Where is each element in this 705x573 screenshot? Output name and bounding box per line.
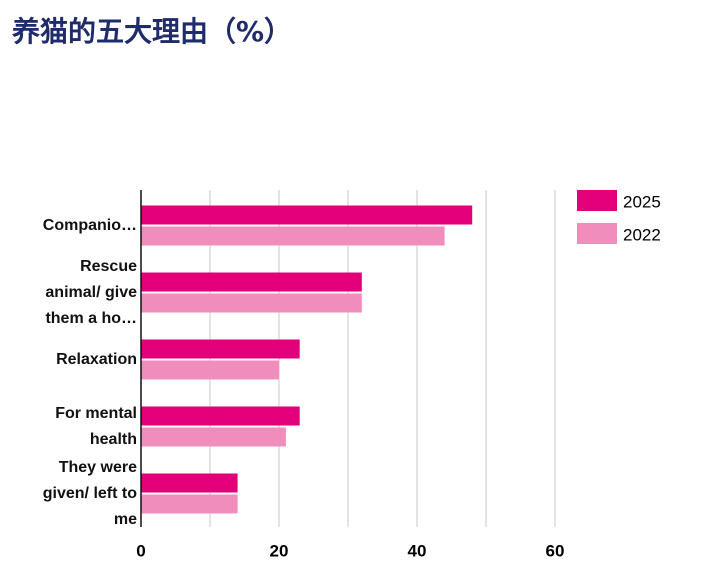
- bar: [141, 226, 445, 246]
- y-tick-label: Companio…: [42, 216, 137, 234]
- y-tick-label: Relaxation: [56, 350, 137, 368]
- legend-label: 2025: [623, 192, 661, 211]
- y-tick-label: They were given/ left to me: [42, 458, 137, 528]
- bar: [141, 205, 473, 225]
- x-tick-label: 0: [136, 541, 145, 560]
- x-tick-label: 20: [270, 541, 289, 560]
- x-tick-label: 60: [546, 541, 565, 560]
- y-tick-label: For mental health: [55, 404, 137, 448]
- bar: [141, 473, 238, 493]
- legend-swatch: [577, 223, 617, 244]
- legend-label: 2022: [623, 225, 661, 244]
- bar: [141, 406, 300, 426]
- y-tick-label: Rescue animal/ give them a ho…: [45, 257, 137, 327]
- legend-swatch: [577, 190, 617, 211]
- bar: [141, 360, 279, 380]
- bar: [141, 494, 238, 514]
- bar: [141, 427, 286, 447]
- x-tick-label: 40: [408, 541, 427, 560]
- bar: [141, 293, 362, 313]
- bar: [141, 339, 300, 359]
- bar: [141, 272, 362, 292]
- chart-title: 养猫的五大理由（%）: [12, 15, 293, 48]
